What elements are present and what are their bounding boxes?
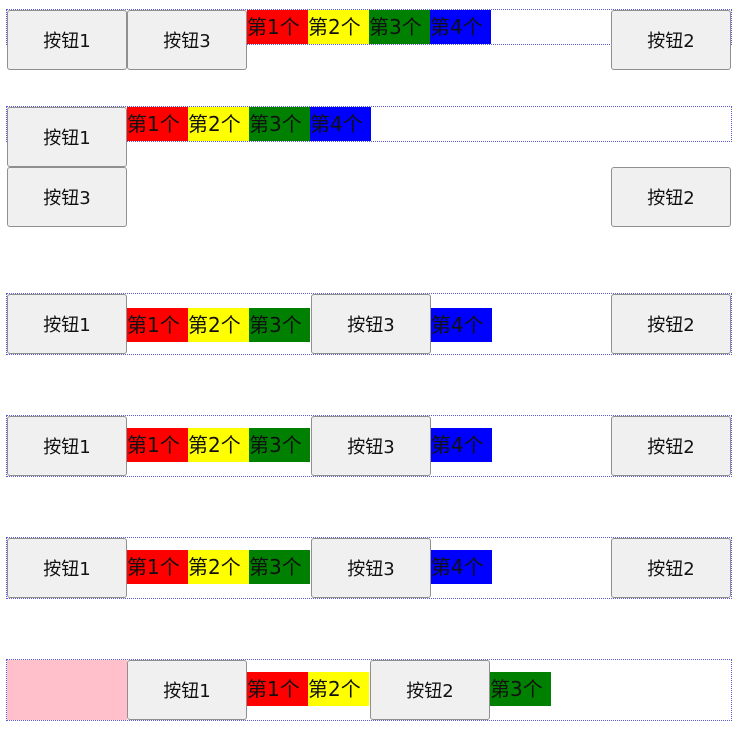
demo-2-tile-1: 第1个 xyxy=(127,107,188,141)
demo-2-button-1[interactable]: 按钮1 xyxy=(7,107,127,167)
demo-3-tile-3: 第3个 xyxy=(249,308,310,342)
demo-3-tile-2: 第2个 xyxy=(188,308,249,342)
demo-1-button-3[interactable]: 按钮3 xyxy=(127,10,247,70)
demo-2-tile-3: 第3个 xyxy=(249,107,310,141)
demo-3-tile-1: 第1个 xyxy=(127,308,188,342)
demo-6-tile-1: 第1个 xyxy=(247,672,308,706)
demo-1-button-1[interactable]: 按钮1 xyxy=(7,10,127,70)
demo-6-placeholder-block xyxy=(7,660,127,720)
demo-5-tile-4: 第4个 xyxy=(431,550,492,584)
demo-2-button-3[interactable]: 按钮3 xyxy=(7,167,127,227)
demo-6-button-2[interactable]: 按钮2 xyxy=(370,660,490,720)
demo-1-tile-3: 第3个 xyxy=(369,10,430,44)
demo-5-button-2[interactable]: 按钮2 xyxy=(611,538,731,598)
demo-6-button-1[interactable]: 按钮1 xyxy=(127,660,247,720)
demo-4-tile-3: 第3个 xyxy=(249,428,310,462)
demo-5-button-1[interactable]: 按钮1 xyxy=(7,538,127,598)
demo-3-button-2[interactable]: 按钮2 xyxy=(611,294,731,354)
demo-2-tile-2: 第2个 xyxy=(188,107,249,141)
demo-4-tile-1: 第1个 xyxy=(127,428,188,462)
demo-4-tile-4: 第4个 xyxy=(431,428,492,462)
demo-3-button-1[interactable]: 按钮1 xyxy=(7,294,127,354)
demo-4-button-2[interactable]: 按钮2 xyxy=(611,416,731,476)
demo-6-tile-3: 第3个 xyxy=(490,672,551,706)
demo-3-tile-4: 第4个 xyxy=(431,308,492,342)
demo-5-tile-1: 第1个 xyxy=(127,550,188,584)
demo-2-button-2[interactable]: 按钮2 xyxy=(611,167,731,227)
demo-4-button-3[interactable]: 按钮3 xyxy=(311,416,431,476)
demo-1-tile-2: 第2个 xyxy=(308,10,369,44)
demo-1-tile-4: 第4个 xyxy=(430,10,491,44)
demo-6-tile-2: 第2个 xyxy=(308,672,369,706)
demo-1-tile-1: 第1个 xyxy=(247,10,308,44)
demo-3-button-3[interactable]: 按钮3 xyxy=(311,294,431,354)
demo-2-tile-4: 第4个 xyxy=(310,107,371,141)
demo-4-button-1[interactable]: 按钮1 xyxy=(7,416,127,476)
demo-5-tile-3: 第3个 xyxy=(249,550,310,584)
demo-5-tile-2: 第2个 xyxy=(188,550,249,584)
demo-4-tile-2: 第2个 xyxy=(188,428,249,462)
demo-1-button-2[interactable]: 按钮2 xyxy=(611,10,731,70)
demo-5-button-3[interactable]: 按钮3 xyxy=(311,538,431,598)
